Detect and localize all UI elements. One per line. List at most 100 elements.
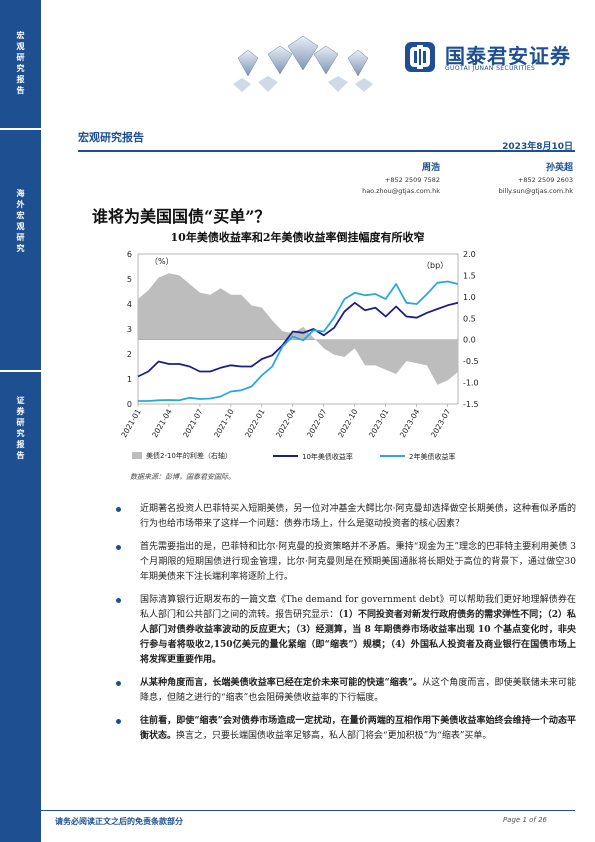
report-title: 谁将为美国国债“买单”？ bbox=[92, 207, 271, 226]
x-tick-label: 2021-01 bbox=[119, 407, 143, 439]
x-tick-label: 2022-04 bbox=[274, 407, 298, 439]
legend-label-10y: 10年美债收益率 bbox=[302, 452, 353, 461]
sidebar-char: 告 bbox=[16, 85, 25, 95]
sidebar-char: 观 bbox=[16, 221, 25, 231]
legend-label-2y: 2年美债收益率 bbox=[409, 452, 455, 461]
sidebar-band-3 bbox=[0, 372, 41, 842]
bullet-dot-icon bbox=[116, 719, 121, 724]
right-tick-label: 1.5 bbox=[463, 271, 476, 280]
x-tick-label: 2022-10 bbox=[336, 407, 360, 439]
report-date: 2023年8月10日 bbox=[502, 142, 573, 152]
x-tick-label: 2021-07 bbox=[181, 407, 205, 439]
logo-chinese-name: 国泰君安证券 bbox=[445, 44, 571, 68]
sidebar-divider bbox=[0, 128, 41, 130]
x-tick-label: 2022-01 bbox=[243, 407, 267, 439]
x-tick-label: 2023-04 bbox=[398, 407, 422, 439]
chart-source: 数据来源：彭博，国泰君安国际。 bbox=[130, 473, 235, 481]
author-email[interactable]: hao.zhou@gtjas.com.hk bbox=[362, 187, 440, 195]
bullet-text: 换言之，只要长端国债收益率足够高，私人部门将会“更加积极”为“缩表”买单。 bbox=[176, 731, 492, 741]
chart-title: 10年美债收益率和2年美债收益率倒挂幅度有所收窄 bbox=[170, 231, 425, 244]
sidebar-label-macro: 宏观研究报告 bbox=[0, 30, 41, 96]
author-phone: +852 2509 7582 bbox=[384, 176, 440, 184]
report-type-label: 宏观研究报告 bbox=[78, 131, 144, 144]
x-tick-label: 2022-07 bbox=[305, 407, 329, 439]
legend-label-spread: 美债2-10年的利差（右轴） bbox=[146, 451, 232, 460]
left-tick-label: 2 bbox=[127, 350, 132, 359]
author-name: 周浩 bbox=[421, 163, 440, 173]
legend-swatch-spread bbox=[132, 452, 142, 459]
bullet-text: 近期著名投资人巴菲特买入短期美债，另一位对冲基金大鳄比尔·阿克曼却选择做空长期美… bbox=[140, 504, 576, 529]
right-tick-label: -1.5 bbox=[463, 400, 479, 409]
sidebar-char: 外 bbox=[16, 199, 25, 209]
sidebar-band-2 bbox=[0, 130, 41, 370]
series-line-10y bbox=[137, 301, 459, 378]
author-card-2: 孙英超 +852 2509 2603 billy.sun@gtjas.com.h… bbox=[499, 162, 573, 197]
sidebar-char: 报 bbox=[16, 439, 25, 449]
yield-chart: 0 1 2 3 4 5 6 -1.5 -1.0 -0.5 0.0 0.5 1.0 1.5 2.0 （%） （bp… bbox=[119, 250, 479, 461]
left-axis-label: （%） bbox=[150, 257, 174, 266]
sidebar-char: 宏 bbox=[16, 30, 25, 40]
author-email[interactable]: billy.sun@gtjas.com.hk bbox=[498, 187, 573, 195]
x-tick-label: 2023-07 bbox=[429, 407, 453, 439]
bullet-paragraph: 从某种角度而言，长端美债收益率已经在定价未来可能的快速“缩表”。从这个角度而言，… bbox=[116, 676, 576, 706]
sidebar-char: 券 bbox=[16, 406, 25, 416]
sidebar-label-overseas: 海外宏观研究 bbox=[0, 188, 41, 254]
footer-disclaimer: 请务必阅读正文之后的免责条款部分 bbox=[55, 816, 183, 826]
sidebar-char: 海 bbox=[16, 188, 25, 198]
bullet-bold-text: （1）不同投资者对新发行政府债务的需求弹性不同；（2）私人部门对债券收益率波动的… bbox=[140, 610, 576, 665]
sidebar-char: 研 bbox=[16, 52, 25, 62]
sidebar-char: 证 bbox=[16, 395, 25, 405]
bullet-dot-icon bbox=[116, 681, 121, 686]
x-tick-label: 2021-04 bbox=[150, 407, 174, 439]
logo-english-name: GUOTAI JUNAN SECURITIES bbox=[445, 65, 536, 72]
left-tick-label: 6 bbox=[127, 250, 132, 259]
left-tick-label: 4 bbox=[127, 300, 132, 309]
author-phone: +852 2509 2603 bbox=[517, 176, 573, 184]
sidebar-char: 究 bbox=[16, 428, 25, 438]
left-tick-label: 0 bbox=[127, 400, 132, 409]
left-tick-label: 5 bbox=[127, 275, 132, 284]
sidebar-char: 报 bbox=[16, 74, 25, 84]
bullet-paragraph: 往前看，即使“缩表”会对债券市场造成一定扰动，在量价两端的互相作用下美债收益率始… bbox=[116, 714, 576, 744]
x-tick-label: 2023-01 bbox=[367, 407, 391, 439]
sidebar-char: 研 bbox=[16, 417, 25, 427]
series-area-spread bbox=[138, 273, 458, 385]
sidebar-char: 观 bbox=[16, 41, 25, 51]
bullet-dot-icon bbox=[116, 507, 121, 512]
footer-page-number: Page 1 of 26 bbox=[502, 816, 547, 824]
bullet-paragraph: 近期著名投资人巴菲特买入短期美债，另一位对冲基金大鳄比尔·阿克曼却选择做空长期美… bbox=[116, 502, 576, 532]
bullet-bold-text: 往前看，即使“缩表”会对债券市场造成一定扰动，在量价两端的互相作用下美债收益率始… bbox=[140, 716, 576, 741]
sidebar-label-securities: 证券研究报告 bbox=[0, 395, 41, 461]
left-tick-label: 3 bbox=[127, 325, 132, 334]
bullet-bold-text: 从某种角度而言，长端美债收益率已经在定价未来可能的快速“缩表”。 bbox=[140, 678, 423, 688]
sidebar-char: 告 bbox=[16, 450, 25, 460]
author-card-1: 周浩 +852 2509 7582 hao.zhou@gtjas.com.hk bbox=[362, 162, 440, 197]
bullet-text: 国际清算银行近期发布的一篇文章《The demand for governmen… bbox=[140, 595, 576, 620]
sidebar-char: 究 bbox=[16, 243, 25, 253]
author-name: 孙英超 bbox=[545, 163, 573, 173]
sidebar-char: 研 bbox=[16, 232, 25, 242]
sidebar-char: 究 bbox=[16, 63, 25, 73]
bullet-paragraph: 国际清算银行近期发布的一篇文章《The demand for governmen… bbox=[116, 593, 576, 668]
bullet-dot-icon bbox=[116, 545, 121, 550]
bullet-text: 首先需要指出的是，巴菲特和比尔·阿克曼的投资策略并不矛盾。秉持“现金为王”理念的… bbox=[140, 542, 576, 582]
right-axis-label: （bp） bbox=[422, 261, 448, 270]
sidebar-divider bbox=[0, 370, 41, 372]
right-tick-label: -0.5 bbox=[463, 357, 479, 366]
bullet-paragraph: 首先需要指出的是，巴菲特和比尔·阿克曼的投资策略并不矛盾。秉持“现金为王”理念的… bbox=[116, 540, 576, 585]
bullet-text: 从这个角度而言，即使美联储未来可能降息，但随之进行的“缩表”也会阻碍美债收益率的… bbox=[140, 678, 576, 703]
x-tick-label: 2021-10 bbox=[212, 407, 236, 439]
right-tick-label: 0.0 bbox=[463, 336, 476, 345]
bullet-dot-icon bbox=[116, 598, 121, 603]
company-logo: 国泰君安证券 GUOTAI JUNAN SECURITIES bbox=[405, 40, 580, 72]
right-tick-label: 0.5 bbox=[463, 314, 476, 323]
bullet-list: 近期著名投资人巴菲特买入短期美债，另一位对冲基金大鳄比尔·阿克曼却选择做空长期美… bbox=[116, 502, 576, 752]
header-divider bbox=[78, 150, 575, 152]
right-tick-label: -1.0 bbox=[463, 379, 479, 388]
sidebar-band-1 bbox=[0, 0, 41, 128]
left-tick-label: 1 bbox=[127, 375, 132, 384]
right-tick-label: 2.0 bbox=[463, 250, 476, 259]
sidebar-char: 宏 bbox=[16, 210, 25, 220]
footer-divider bbox=[20, 810, 575, 811]
logo-mark-icon bbox=[405, 42, 435, 72]
